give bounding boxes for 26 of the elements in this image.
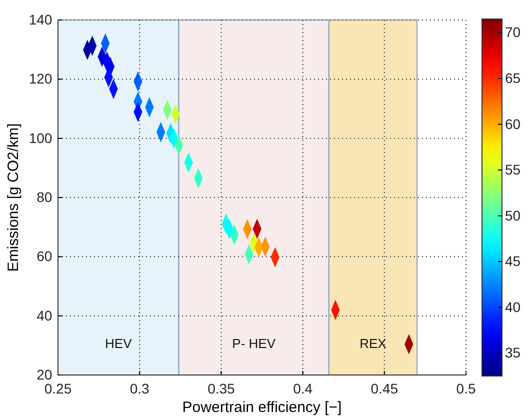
color-bar-label: 70 xyxy=(505,24,521,40)
y-tick-label: 100 xyxy=(28,130,52,146)
y-tick-label: 40 xyxy=(36,307,52,324)
y-tick-label: 120 xyxy=(28,70,52,87)
color-bar-label: 35 xyxy=(505,344,521,361)
band-label: REX xyxy=(360,336,387,351)
band-label: HEV xyxy=(105,336,132,351)
color-bar-label: 55 xyxy=(505,162,521,178)
x-tick-label: 0.45 xyxy=(370,380,398,396)
y-axis-title: Emissions [g CO2/km] xyxy=(5,123,22,272)
x-tick-label: 0.35 xyxy=(208,380,236,396)
x-tick-label: 0.5 xyxy=(456,380,476,396)
y-tick-label: 60 xyxy=(36,248,52,264)
band-label: P- HEV xyxy=(232,336,276,351)
x-tick-label: 0.25 xyxy=(44,380,72,396)
x-tick-label: 0.4 xyxy=(293,380,313,396)
y-tick-label: 140 xyxy=(28,11,52,28)
x-axis-title: Powertrain efficiency [−] xyxy=(182,399,342,416)
x-tick-label: 0.3 xyxy=(130,380,150,396)
color-bar-label: 40 xyxy=(505,298,521,315)
color-bar-label: 50 xyxy=(505,207,521,224)
y-tick-label: 20 xyxy=(36,366,52,382)
color-bar-label: 45 xyxy=(505,253,521,270)
color-bar-label: 65 xyxy=(505,70,521,86)
color-bar-label: 60 xyxy=(505,116,521,132)
y-tick-label: 80 xyxy=(36,188,52,205)
